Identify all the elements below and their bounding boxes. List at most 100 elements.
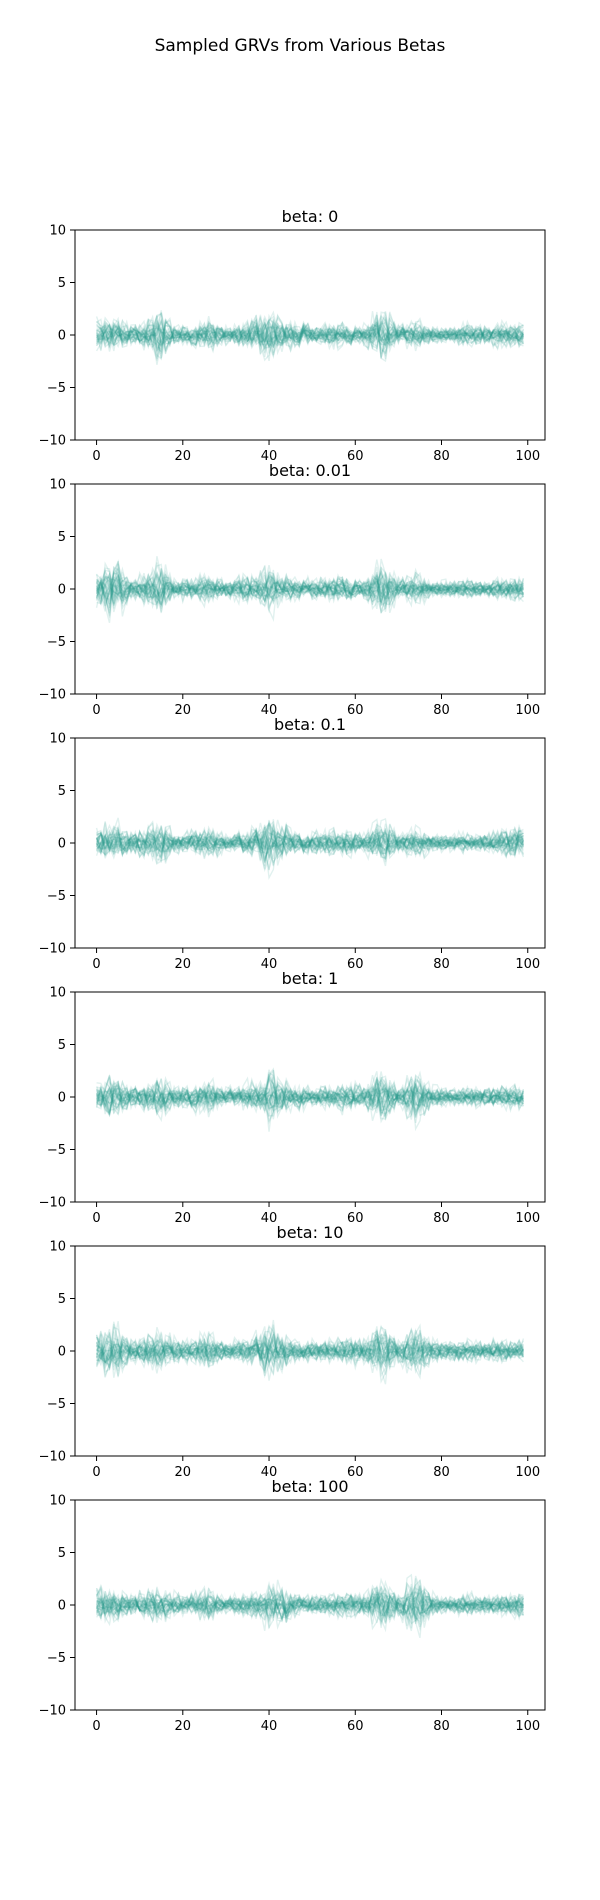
y-tick-label: −5: [47, 1651, 66, 1666]
x-tick-label: 0: [92, 703, 100, 718]
sample-line: [95, 1575, 524, 1629]
x-tick-label: 100: [515, 703, 540, 718]
sample-line: [95, 318, 524, 349]
sample-line: [95, 572, 524, 614]
sample-line: [95, 311, 525, 355]
sample-line: [95, 1326, 525, 1366]
sample-line: [95, 573, 524, 612]
x-tick-label: 60: [347, 1211, 364, 1226]
sample-line: [95, 1584, 525, 1627]
sample-line: [96, 1590, 525, 1625]
x-tick-label: 40: [261, 1719, 278, 1734]
sample-line: [95, 1076, 525, 1118]
y-tick-label: 5: [58, 276, 66, 291]
sample-line: [96, 573, 524, 610]
sample-line: [96, 322, 524, 360]
y-tick-label: 0: [58, 329, 66, 344]
x-tick-label: 40: [261, 1211, 278, 1226]
sample-line: [96, 1332, 525, 1381]
sample-line: [96, 1077, 524, 1115]
sample-line: [96, 319, 524, 359]
sample-line: [96, 318, 524, 357]
sample-line: [96, 1080, 524, 1121]
y-tick-label: 0: [58, 1599, 66, 1614]
sample-line: [96, 1591, 525, 1626]
sample-line: [95, 1585, 525, 1624]
sample-line: [96, 310, 524, 349]
x-tick-label: 20: [175, 449, 192, 464]
sample-line: [96, 1580, 524, 1631]
sample-line: [95, 566, 524, 602]
sample-line: [96, 1330, 525, 1375]
sample-line: [96, 1589, 524, 1625]
subplot-title: beta: 0.1: [274, 715, 346, 734]
sample-line: [96, 571, 524, 609]
sample-line: [95, 569, 525, 613]
sample-line: [95, 1587, 525, 1621]
sample-line: [96, 1327, 524, 1375]
sample-line: [96, 820, 524, 863]
sample-line: [96, 822, 524, 870]
x-tick-label: 0: [92, 1719, 100, 1734]
sample-line: [96, 1581, 524, 1622]
sample-line: [95, 572, 525, 607]
sample-line: [95, 1585, 524, 1632]
sample-line: [95, 1319, 525, 1374]
series-lines: [95, 310, 525, 365]
sample-line: [96, 821, 524, 867]
x-tick-label: 20: [175, 1211, 192, 1226]
sample-line: [95, 822, 524, 859]
sample-line: [96, 829, 524, 859]
sample-line: [95, 1321, 525, 1372]
sample-line: [95, 1585, 525, 1628]
sample-line: [96, 829, 525, 867]
sample-line: [96, 316, 524, 354]
sample-line: [95, 575, 525, 607]
sample-line: [95, 317, 524, 353]
subplot-6: beta: 100 0 20 40 60 80 100 −10 −5 0 5 10: [39, 1477, 546, 1734]
x-tick-label: 60: [347, 957, 364, 972]
sample-line: [96, 1083, 524, 1116]
sample-line: [95, 1074, 525, 1115]
x-tick-label: 100: [515, 957, 540, 972]
sample-line: [95, 1331, 525, 1371]
sample-line: [95, 1587, 525, 1623]
sample-line: [96, 564, 524, 614]
sample-line: [95, 821, 525, 860]
y-tick-label: −10: [39, 434, 66, 449]
sample-line: [96, 824, 524, 859]
sample-line: [95, 315, 524, 352]
sample-line: [95, 559, 524, 618]
sample-line: [95, 1076, 525, 1113]
sample-line: [96, 321, 525, 354]
sample-line: [95, 1585, 525, 1624]
sample-line: [96, 319, 524, 362]
sample-line: [96, 312, 524, 360]
sample-line: [95, 823, 525, 856]
y-tick-label: −10: [39, 942, 66, 957]
sample-line: [96, 1331, 524, 1378]
x-tick-label: 0: [92, 449, 100, 464]
sample-line: [96, 1080, 524, 1122]
sample-line: [95, 823, 524, 859]
sample-line: [95, 1334, 524, 1377]
sample-line: [96, 1080, 525, 1123]
sample-line: [96, 313, 525, 356]
sample-line: [96, 1591, 524, 1620]
sample-line: [96, 828, 524, 870]
sample-line: [95, 1325, 525, 1372]
sample-line: [95, 820, 524, 863]
sample-line: [96, 1067, 524, 1116]
sample-line: [95, 820, 525, 857]
sample-line: [96, 1324, 524, 1371]
sample-line: [96, 1071, 524, 1119]
x-tick-label: 60: [347, 1465, 364, 1480]
sample-line: [95, 561, 524, 607]
sample-line: [95, 818, 524, 857]
sample-line: [96, 571, 524, 614]
sample-line: [96, 1075, 525, 1114]
sample-line: [95, 1075, 525, 1125]
x-tick-label: 20: [175, 1465, 192, 1480]
y-tick-label: −5: [47, 889, 66, 904]
sample-line: [95, 1073, 524, 1115]
